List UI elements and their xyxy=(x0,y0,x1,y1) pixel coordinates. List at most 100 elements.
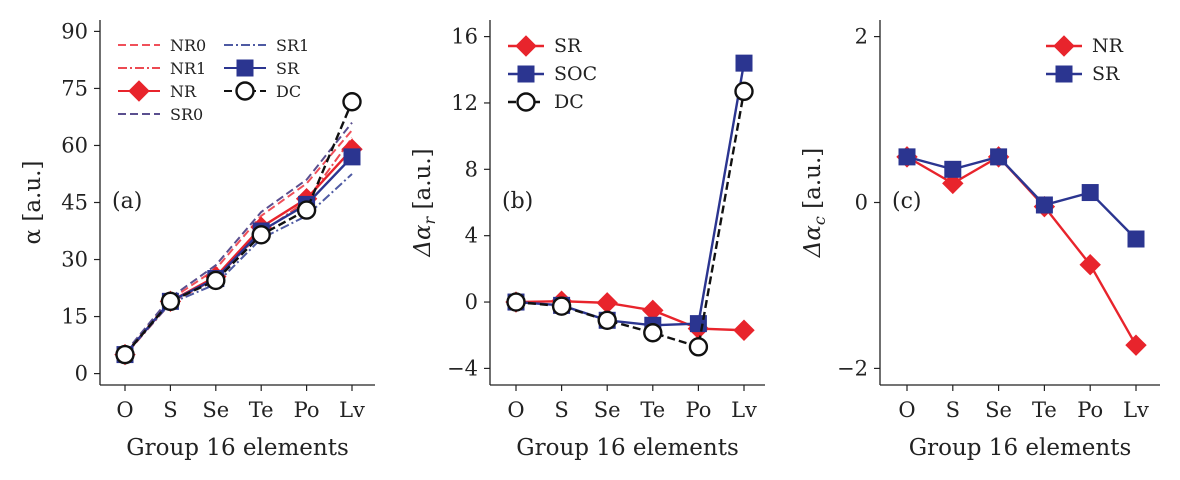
x-axis-label: Group 16 elements xyxy=(909,435,1132,461)
legend-label: SR xyxy=(554,35,582,57)
legend-entry-sr1: SR1 xyxy=(224,36,309,55)
series-line xyxy=(906,155,1138,346)
legend-marker xyxy=(236,59,254,77)
data-point xyxy=(643,323,663,343)
series-dc xyxy=(115,92,362,365)
series-nr xyxy=(896,146,1147,356)
y-tick-label: 60 xyxy=(61,133,88,157)
panel-label: (a) xyxy=(112,189,142,214)
data-point xyxy=(734,81,754,102)
data-point xyxy=(597,310,617,330)
data-point xyxy=(1125,334,1147,356)
y-tick-label: 0 xyxy=(855,191,868,215)
legend-marker xyxy=(515,35,537,57)
series-line xyxy=(515,62,746,327)
panel-label: (c) xyxy=(892,189,922,214)
x-tick-label: Po xyxy=(685,398,711,422)
x-axis-label: Group 16 elements xyxy=(516,435,739,461)
data-point xyxy=(342,92,362,112)
legend-marker xyxy=(516,92,536,112)
x-tick-label: Po xyxy=(294,398,320,422)
legend: NR0 NR1 NR SR0 SR1 SR DC xyxy=(118,36,309,124)
y-axis-label: α [a.u.] xyxy=(20,161,46,245)
series-line xyxy=(124,173,353,356)
x-tick-label: O xyxy=(898,398,915,422)
x-tick-label: Se xyxy=(985,398,1012,422)
x-tick-label: Se xyxy=(594,398,621,422)
legend: NR SR xyxy=(1046,35,1124,85)
y-axis-label: Δαc [a.u.] xyxy=(800,148,829,259)
legend-label: DC xyxy=(276,82,301,101)
series-sr xyxy=(898,148,1145,248)
x-tick-label: O xyxy=(116,398,133,422)
x-tick-label: Te xyxy=(1032,398,1057,422)
data-point xyxy=(296,200,317,220)
legend-label: NR xyxy=(1092,35,1124,57)
legend-label: NR0 xyxy=(170,36,206,55)
legend: SR SOC DC xyxy=(508,35,597,113)
x-tick-label: Se xyxy=(202,398,229,422)
legend-entry-nr: NR xyxy=(118,80,197,102)
data-point xyxy=(115,344,135,365)
y-tick-label: 0 xyxy=(75,362,88,386)
data-point xyxy=(343,148,361,166)
legend-entry-sr: SR xyxy=(508,35,582,57)
y-tick-label: 45 xyxy=(61,191,88,215)
data-point xyxy=(1035,196,1053,214)
legend-label: NR xyxy=(170,82,197,101)
y-tick-label: 8 xyxy=(465,157,478,181)
data-point xyxy=(990,148,1008,166)
data-point xyxy=(251,225,271,245)
y-tick-label: −2 xyxy=(837,356,868,380)
series-line xyxy=(515,91,746,349)
data-point xyxy=(551,296,572,316)
x-tick-label: S xyxy=(554,398,568,422)
x-tick-label: Lv xyxy=(731,398,757,422)
chart-panel-2: −2 0 2 O S Se Te Po Lv Group 16 elements Δαc [a.u.… xyxy=(800,20,1160,461)
legend-entry-nr0: NR0 xyxy=(118,36,206,55)
series-nr0 xyxy=(124,129,353,355)
data-point xyxy=(506,292,526,312)
y-tick-label: 15 xyxy=(61,305,88,329)
data-point xyxy=(596,292,618,314)
series-line xyxy=(906,155,1137,240)
chart-panel-0: 0 15 30 45 60 75 90 O S Se Te Po Lv Group 16 elements… xyxy=(20,19,375,461)
y-tick-label: 4 xyxy=(465,224,478,248)
panel-label: (b) xyxy=(502,189,533,214)
y-axis-label: Δαr [a.u.] xyxy=(410,148,439,257)
x-tick-label: O xyxy=(507,398,524,422)
y-tick-label: 75 xyxy=(61,76,88,100)
chart-panel-1: −4 0 4 8 12 16 O S Se Te Po Lv Group 16 elements Δαr … xyxy=(410,20,765,461)
legend-marker xyxy=(517,65,535,83)
series-line xyxy=(124,122,353,354)
series-soc xyxy=(507,54,753,334)
series-line xyxy=(124,129,353,355)
legend-label: SR xyxy=(1092,63,1120,85)
y-tick-label: 2 xyxy=(855,25,868,49)
y-tick-label: 16 xyxy=(451,25,478,49)
legend-label: SR1 xyxy=(276,36,309,55)
data-point xyxy=(160,291,181,312)
data-point xyxy=(1081,184,1099,202)
x-tick-label: S xyxy=(946,398,960,422)
x-tick-label: Te xyxy=(249,398,274,422)
data-point xyxy=(944,160,962,178)
series-nr xyxy=(114,138,363,366)
y-tick-label: 0 xyxy=(465,290,478,314)
legend-label: DC xyxy=(554,91,584,113)
series-sr xyxy=(505,290,755,341)
legend-label: SR0 xyxy=(170,105,203,124)
data-point xyxy=(898,148,916,166)
series-sr1 xyxy=(124,173,353,356)
series-sr0 xyxy=(124,122,353,354)
y-tick-label: 12 xyxy=(451,91,478,115)
data-point xyxy=(1127,230,1145,248)
legend-marker xyxy=(1053,35,1075,57)
legend-marker xyxy=(1055,65,1073,83)
y-tick-label: −4 xyxy=(447,356,478,380)
legend-entry-sr: SR xyxy=(224,59,300,78)
series-dc xyxy=(506,81,754,357)
legend-entry-nr1: NR1 xyxy=(118,59,206,78)
y-tick-label: 30 xyxy=(61,248,88,272)
